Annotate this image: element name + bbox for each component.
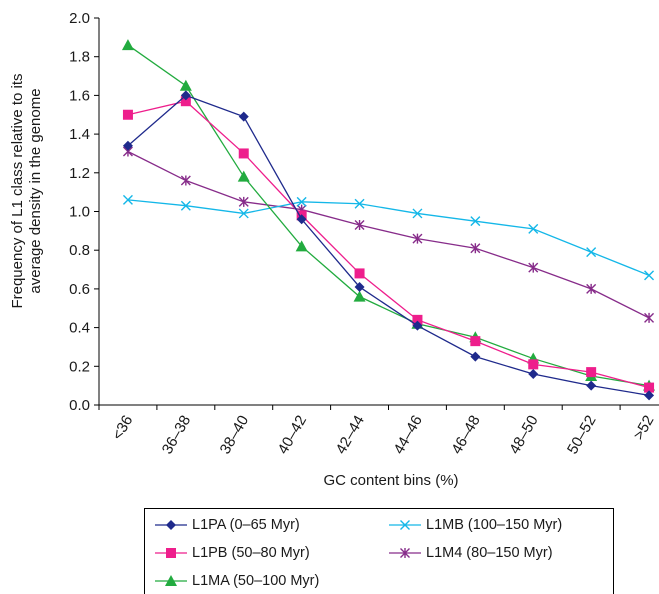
data-point-l1pb <box>238 148 249 159</box>
data-point-l1m4 <box>354 220 365 231</box>
legend-marker-l1m4 <box>400 548 410 558</box>
data-point-l1mb <box>586 247 597 258</box>
legend-label: L1MA (50–100 Myr) <box>192 573 320 589</box>
x-tick-label: 44–46 <box>390 413 426 458</box>
legend-marker-l1pb <box>166 548 176 558</box>
y-tick-label: 0.2 <box>69 358 90 375</box>
data-point-l1mb <box>644 270 655 281</box>
data-point-l1m4 <box>528 262 539 273</box>
data-point-l1pb <box>470 336 481 347</box>
legend-swatch-l1m4 <box>389 548 421 558</box>
legend-swatch-l1pb <box>155 548 187 558</box>
y-tick-label: 0.8 <box>69 242 90 259</box>
data-point-l1pb <box>180 96 191 107</box>
x-tick-label: 48–50 <box>506 413 542 458</box>
data-point-l1mb <box>296 196 307 207</box>
data-point-l1m4 <box>470 243 481 254</box>
data-point-l1m4 <box>238 196 249 207</box>
series-line-l1pb <box>127 100 650 389</box>
chart: 0.0 0.2 0.4 0.6 0.8 1.0 1.2 1.4 1.6 1.8 2.0 <36 36–3… <box>9 10 659 489</box>
data-point-l1pb <box>354 268 365 279</box>
data-point-l1pb <box>122 109 133 120</box>
y-tick-label: 1.0 <box>69 204 90 221</box>
data-point-l1m4 <box>412 233 423 244</box>
y-tick-label: 2.0 <box>69 10 90 27</box>
data-point-l1pa <box>586 380 597 391</box>
x-tick-label: >52 <box>630 413 657 444</box>
x-tick-label: 42–44 <box>332 413 368 458</box>
data-point-l1pa <box>644 390 655 401</box>
y-tick-label: 0.4 <box>69 320 90 337</box>
data-point-l1pa <box>238 111 249 122</box>
series-line-l1pa <box>127 94 650 396</box>
data-point-l1m4 <box>644 312 655 323</box>
legend-item-l1m4: L1M4 (80–150 Myr) <box>387 542 553 564</box>
data-point-l1ma <box>179 79 192 91</box>
data-point-l1mb <box>238 208 249 219</box>
legend-swatch-l1pa <box>155 520 187 530</box>
x-axis-title: GC content bins (%) <box>323 472 458 489</box>
series-line-l1m4 <box>127 150 650 319</box>
data-point-l1ma <box>353 290 366 302</box>
data-point-l1mb <box>354 198 365 209</box>
y-tick-label: 1.4 <box>69 126 90 143</box>
y-tick-label: 1.2 <box>69 165 90 182</box>
plot-area: 0.0 0.2 0.4 0.6 0.8 1.0 1.2 1.4 1.6 1.8 2.0 <36 36–3… <box>69 10 659 457</box>
data-point-l1pa <box>296 214 307 225</box>
legend-label: L1MB (100–150 Myr) <box>426 517 563 533</box>
y-axis-title-line-1: Frequency of L1 class relative to its <box>9 73 26 308</box>
data-point-l1mb <box>470 216 481 227</box>
y-tick-label: 0.6 <box>69 281 90 298</box>
legend-marker-l1ma <box>165 575 177 586</box>
data-point-l1m4 <box>586 283 597 294</box>
data-point-l1pa <box>412 320 423 331</box>
legend-swatch-l1ma <box>155 575 187 586</box>
y-tick-label: 1.6 <box>69 87 90 104</box>
x-tick-label: <36 <box>109 413 136 444</box>
legend-marker-l1pa <box>166 520 176 530</box>
data-point-l1ma <box>121 39 134 51</box>
data-point-l1mb <box>122 194 133 205</box>
x-tick-label: 46–48 <box>448 412 484 457</box>
data-point-l1pb <box>586 367 597 378</box>
y-tick-label: 0.0 <box>69 397 90 414</box>
legend-item-l1mb: L1MB (100–150 Myr) <box>387 514 562 536</box>
data-point-l1mb <box>180 200 191 211</box>
legend-item-l1ma: L1MA (50–100 Myr) <box>153 570 319 592</box>
data-point-l1ma <box>237 170 250 182</box>
legend-label: L1PB (50–80 Myr) <box>192 545 310 561</box>
legend: L1PA (0–65 Myr) L1PB (50–80 Myr) L1MA (50–… <box>144 508 614 594</box>
data-point-l1pa <box>354 281 365 292</box>
data-point-l1pb <box>412 314 423 325</box>
y-tick-label: 1.8 <box>69 49 90 66</box>
series-line-l1mb <box>127 199 650 276</box>
y-axis-title-line-2: average density in the genome <box>27 88 44 293</box>
data-point-l1pa <box>528 369 539 380</box>
legend-item-l1pb: L1PB (50–80 Myr) <box>153 542 310 564</box>
x-tick-label: 36–38 <box>159 413 195 458</box>
data-point-l1mb <box>528 223 539 234</box>
data-point-l1pa <box>122 140 133 151</box>
x-tick-label: 40–42 <box>275 413 311 458</box>
data-point-l1ma <box>295 240 308 252</box>
legend-marker-l1mb <box>400 520 410 530</box>
data-point-l1pb <box>528 359 539 370</box>
x-tick-label: 50–52 <box>564 413 600 458</box>
data-point-l1mb <box>412 208 423 219</box>
x-tick-label: 38–40 <box>217 413 253 458</box>
legend-swatch-l1mb <box>389 520 421 530</box>
series-line-l1ma <box>127 44 650 387</box>
data-point-l1pb <box>644 382 655 393</box>
legend-label: L1PA (0–65 Myr) <box>192 517 300 533</box>
data-point-l1pa <box>470 351 481 362</box>
legend-label: L1M4 (80–150 Myr) <box>426 545 553 561</box>
data-point-l1m4 <box>180 175 191 186</box>
legend-item-l1pa: L1PA (0–65 Myr) <box>153 514 300 536</box>
data-point-l1pa <box>180 90 191 101</box>
